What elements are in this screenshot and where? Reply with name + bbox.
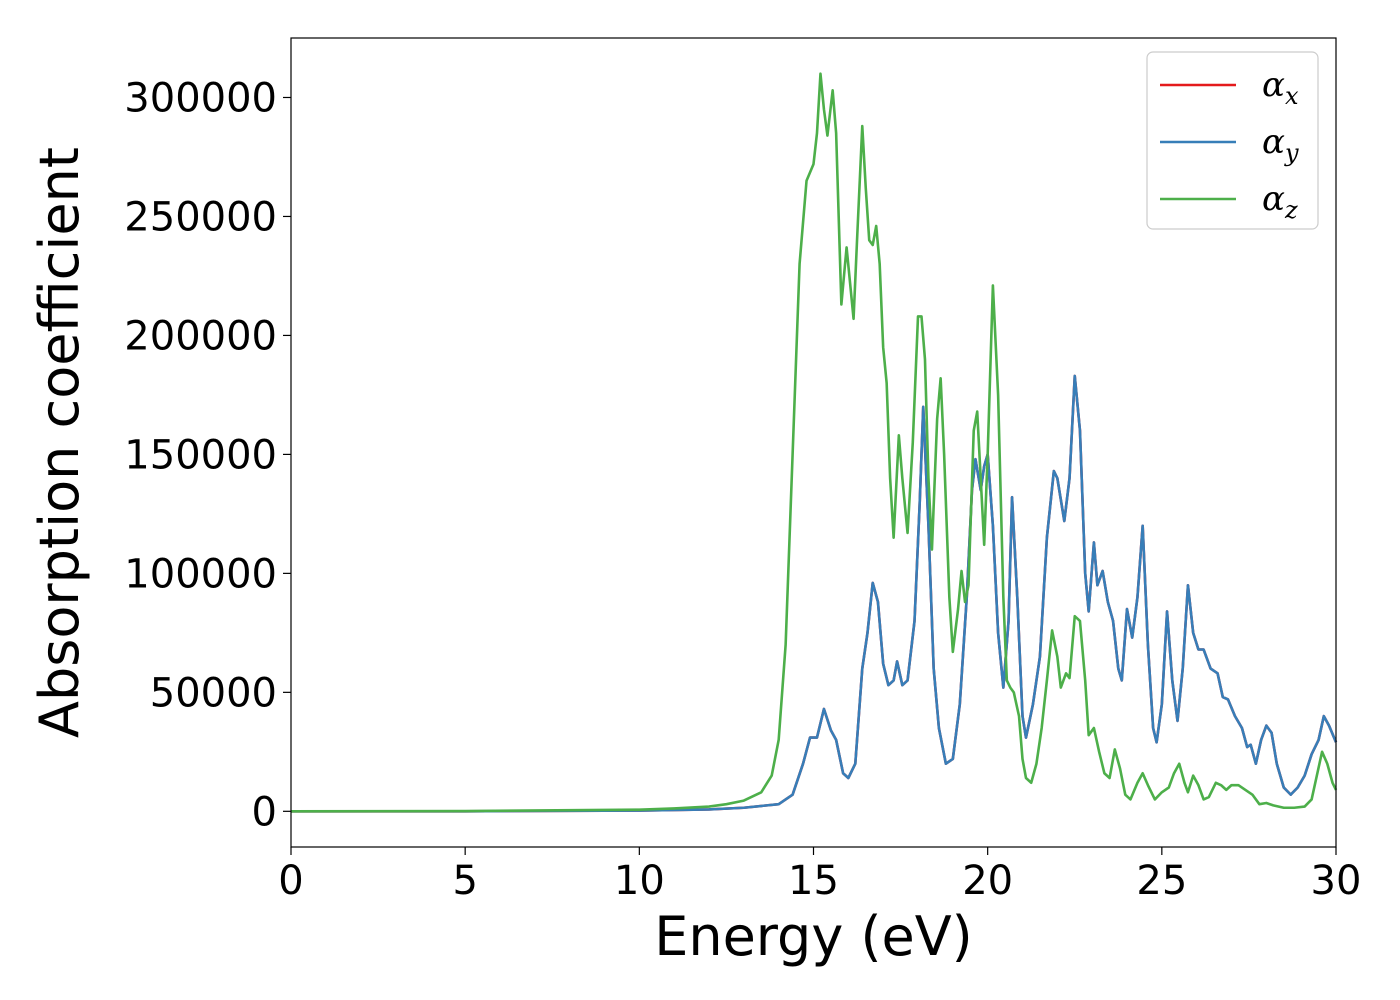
y-tick-label: 100000: [124, 551, 277, 597]
y-tick-label: 50000: [150, 670, 277, 716]
x-tick-label: 25: [1136, 858, 1187, 904]
series-line-y: [291, 374, 1338, 813]
x-axis-ticks: 0 5 10 15 20 25 30: [278, 847, 1361, 904]
y-axis-ticks: 0 50000 100000 150000 200000 250000 300000: [124, 75, 291, 835]
legend-label-x: αx: [1262, 65, 1299, 110]
x-tick-label: 30: [1311, 858, 1362, 904]
legend-label-z: αz: [1262, 179, 1298, 224]
x-tick-label: 5: [452, 858, 477, 904]
y-tick-label: 200000: [124, 313, 277, 359]
series-layer: [290, 72, 1338, 813]
x-tick-label: 0: [278, 858, 303, 904]
x-tick-label: 15: [788, 858, 839, 904]
x-tick-label: 20: [962, 858, 1013, 904]
y-tick-label: 0: [252, 789, 277, 835]
y-axis-label: Absorption coefficient: [28, 147, 91, 738]
x-axis-label: Energy (eV): [654, 905, 973, 968]
legend-box: [1146, 51, 1319, 230]
legend-label-y: αy: [1262, 122, 1299, 167]
y-tick-label: 150000: [124, 432, 277, 478]
x-tick-label: 10: [614, 858, 665, 904]
y-tick-label: 300000: [124, 75, 277, 121]
series-line-z: [290, 72, 1338, 813]
legend: αx αy αz: [1146, 51, 1319, 230]
y-tick-label: 250000: [124, 194, 277, 240]
